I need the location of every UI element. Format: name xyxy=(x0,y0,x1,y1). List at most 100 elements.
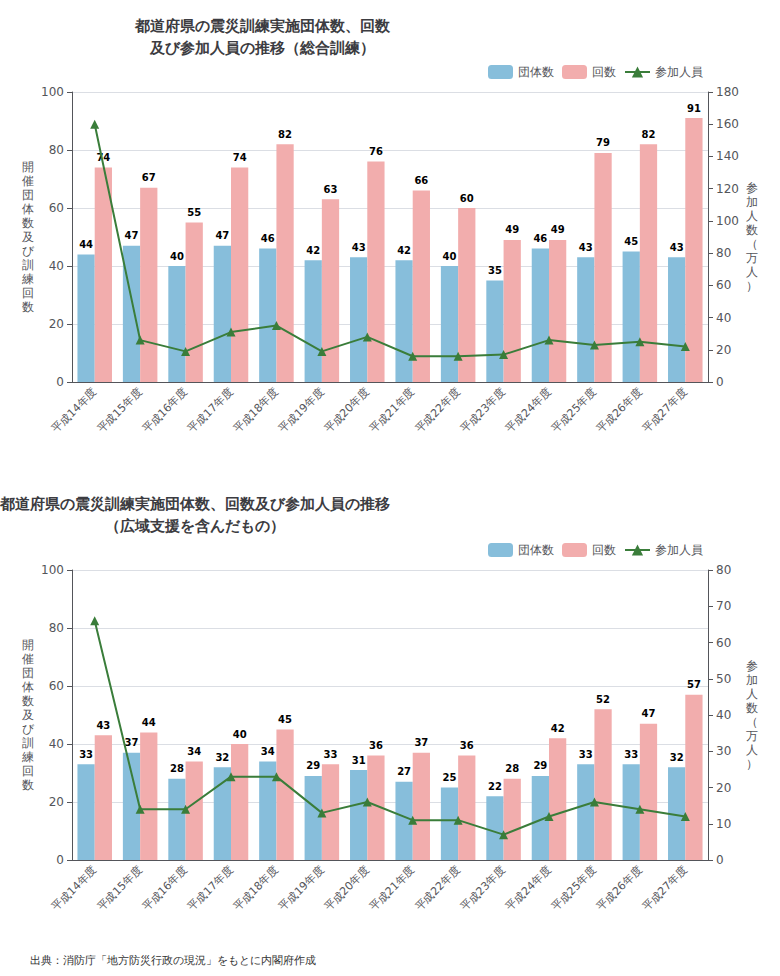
svg-text:体: 体 xyxy=(22,202,34,216)
svg-text:平成27年度: 平成27年度 xyxy=(640,863,690,913)
svg-text:80: 80 xyxy=(49,621,64,635)
svg-text:49: 49 xyxy=(505,224,519,235)
svg-text:33: 33 xyxy=(579,749,593,760)
svg-text:42: 42 xyxy=(397,245,411,256)
svg-text:22: 22 xyxy=(488,781,502,792)
svg-text:47: 47 xyxy=(642,708,656,719)
svg-text:回数: 回数 xyxy=(592,543,616,557)
svg-text:27: 27 xyxy=(397,766,411,777)
svg-text:平成19年度: 平成19年度 xyxy=(276,863,326,913)
svg-text:数: 数 xyxy=(746,223,758,237)
svg-text:練: 練 xyxy=(21,750,34,764)
svg-text:0: 0 xyxy=(716,853,724,867)
svg-text:体: 体 xyxy=(22,680,34,694)
svg-text:100: 100 xyxy=(41,85,64,99)
svg-text:33: 33 xyxy=(624,749,638,760)
svg-text:160: 160 xyxy=(716,117,739,131)
svg-text:66: 66 xyxy=(414,175,428,186)
svg-text:び: び xyxy=(22,244,35,258)
svg-text:平成14年度: 平成14年度 xyxy=(49,385,99,435)
svg-text:数: 数 xyxy=(22,694,34,708)
svg-text:31: 31 xyxy=(352,755,366,766)
svg-text:数: 数 xyxy=(22,216,34,230)
svg-text:43: 43 xyxy=(670,242,684,253)
svg-text:訓: 訓 xyxy=(22,736,34,750)
svg-text:（広域支援を含んだもの）: （広域支援を含んだもの） xyxy=(105,517,285,535)
svg-text:25: 25 xyxy=(443,772,457,783)
svg-text:都道府県の震災訓練実施団体数、回数及び参加人員の推移: 都道府県の震災訓練実施団体数、回数及び参加人員の推移 xyxy=(0,495,390,513)
svg-text:平成19年度: 平成19年度 xyxy=(276,385,326,435)
svg-text:数: 数 xyxy=(22,300,34,314)
svg-text:20: 20 xyxy=(716,781,731,795)
svg-text:60: 60 xyxy=(716,278,731,292)
svg-text:20: 20 xyxy=(49,795,64,809)
svg-text:67: 67 xyxy=(142,172,156,183)
svg-text:0: 0 xyxy=(56,375,64,389)
svg-text:80: 80 xyxy=(716,246,731,260)
svg-text:60: 60 xyxy=(49,201,64,215)
svg-text:平成25年度: 平成25年度 xyxy=(549,863,599,913)
svg-text:）: ） xyxy=(746,279,758,293)
svg-text:100: 100 xyxy=(41,563,64,577)
svg-text:参加人員: 参加人員 xyxy=(655,543,703,557)
svg-text:63: 63 xyxy=(324,184,338,195)
svg-text:52: 52 xyxy=(596,694,610,705)
svg-text:加: 加 xyxy=(746,195,758,209)
svg-text:平成15年度: 平成15年度 xyxy=(95,385,145,435)
svg-text:140: 140 xyxy=(716,149,739,163)
svg-text:40: 40 xyxy=(443,251,457,262)
svg-text:82: 82 xyxy=(642,129,656,140)
svg-text:37: 37 xyxy=(414,737,428,748)
svg-text:回: 回 xyxy=(22,764,34,778)
svg-text:出典：消防庁「地方防災行政の現況」をもとに内閣府作成: 出典：消防庁「地方防災行政の現況」をもとに内閣府作成 xyxy=(30,954,316,967)
svg-text:平成15年度: 平成15年度 xyxy=(95,863,145,913)
svg-text:40: 40 xyxy=(716,708,731,722)
svg-text:79: 79 xyxy=(596,137,610,148)
svg-text:74: 74 xyxy=(233,152,247,163)
svg-text:団: 団 xyxy=(22,188,34,202)
svg-text:数: 数 xyxy=(746,701,758,715)
svg-text:70: 70 xyxy=(716,599,731,613)
svg-text:開: 開 xyxy=(22,160,34,174)
svg-text:29: 29 xyxy=(533,760,547,771)
svg-text:平成27年度: 平成27年度 xyxy=(640,385,690,435)
svg-text:平成17年度: 平成17年度 xyxy=(185,863,235,913)
svg-text:35: 35 xyxy=(488,265,502,276)
svg-text:80: 80 xyxy=(716,563,731,577)
svg-text:32: 32 xyxy=(670,752,684,763)
svg-text:36: 36 xyxy=(460,740,474,751)
svg-text:44: 44 xyxy=(79,239,93,250)
svg-text:（: （ xyxy=(746,715,758,729)
svg-text:平成18年度: 平成18年度 xyxy=(231,863,281,913)
svg-text:平成24年度: 平成24年度 xyxy=(503,385,553,435)
svg-text:（: （ xyxy=(746,237,758,251)
svg-text:人: 人 xyxy=(746,687,758,701)
svg-text:団体数: 団体数 xyxy=(518,543,554,557)
svg-text:80: 80 xyxy=(49,143,64,157)
svg-text:平成17年度: 平成17年度 xyxy=(185,385,235,435)
svg-text:44: 44 xyxy=(142,717,156,728)
svg-text:91: 91 xyxy=(687,103,701,114)
svg-text:都道府県の震災訓練実施団体数、回数: 都道府県の震災訓練実施団体数、回数 xyxy=(134,17,391,35)
svg-text:46: 46 xyxy=(261,233,275,244)
svg-text:34: 34 xyxy=(261,746,275,757)
svg-text:49: 49 xyxy=(551,224,565,235)
svg-text:0: 0 xyxy=(716,375,724,389)
svg-text:180: 180 xyxy=(716,85,739,99)
svg-text:及び参加人員の推移（総合訓練）: 及び参加人員の推移（総合訓練） xyxy=(149,39,375,57)
svg-text:28: 28 xyxy=(505,763,519,774)
svg-text:42: 42 xyxy=(306,245,320,256)
svg-text:60: 60 xyxy=(716,636,731,650)
svg-text:平成24年度: 平成24年度 xyxy=(503,863,553,913)
svg-text:回数: 回数 xyxy=(592,65,616,79)
svg-text:平成23年度: 平成23年度 xyxy=(458,863,508,913)
svg-text:平成23年度: 平成23年度 xyxy=(458,385,508,435)
svg-text:43: 43 xyxy=(352,242,366,253)
svg-text:平成22年度: 平成22年度 xyxy=(413,863,463,913)
svg-text:参: 参 xyxy=(746,659,758,673)
svg-text:20: 20 xyxy=(716,343,731,357)
svg-text:平成14年度: 平成14年度 xyxy=(49,863,99,913)
svg-text:40: 40 xyxy=(170,251,184,262)
svg-text:及: 及 xyxy=(22,230,34,244)
svg-text:36: 36 xyxy=(369,740,383,751)
